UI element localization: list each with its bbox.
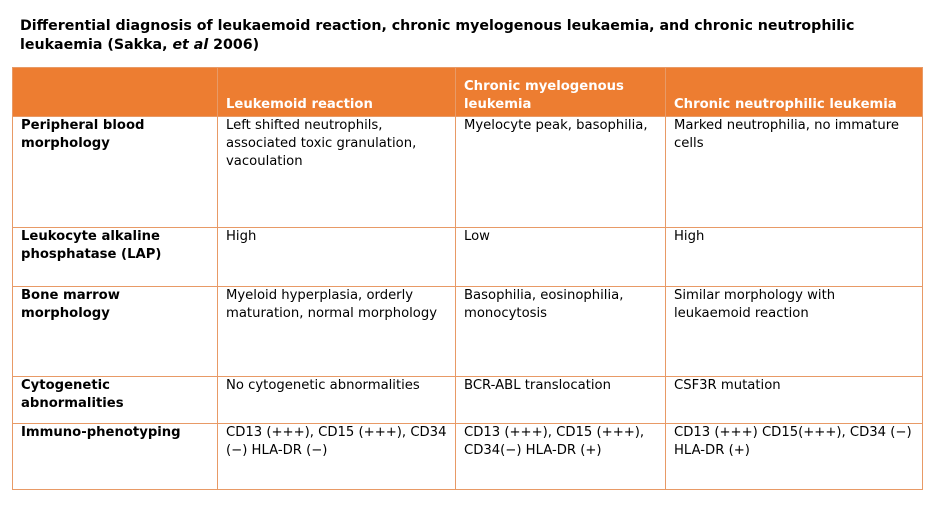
header-cell-leukemoid: Leukemoid reaction: [217, 67, 456, 117]
table-cell: Marked neutrophilia, no immature cells: [665, 116, 923, 228]
row-header: Immuno-phenotyping: [12, 423, 218, 490]
title-italic-text: et al: [172, 37, 209, 53]
title-text: Differential diagnosis of leukaemoid rea…: [20, 18, 855, 53]
table-cell: CD13 (+++), CD15 (+++), CD34(−) HLA-DR (…: [455, 423, 666, 490]
table-cell: Low: [455, 227, 666, 287]
row-header: Leukocyte alkaline phosphatase (LAP): [12, 227, 218, 287]
table-cell: Myelocyte peak, basophilia,: [455, 116, 666, 228]
table-cell: Basophilia, eosinophilia, monocytosis: [455, 286, 666, 377]
table-row: Cytogenetic abnormalities No cytogenetic…: [12, 376, 923, 424]
table-cell: No cytogenetic abnormalities: [217, 376, 456, 424]
row-header: Peripheral blood morphology: [12, 116, 218, 228]
table-cell: CD13 (+++) CD15(+++), CD34 (−) HLA-DR (+…: [665, 423, 923, 490]
table-cell: CD13 (+++), CD15 (+++), CD34 (−) HLA-DR …: [217, 423, 456, 490]
row-header: Bone marrow morphology: [12, 286, 218, 377]
table-cell: High: [217, 227, 456, 287]
header-cell-cnl: Chronic neutrophilic leukemia: [665, 67, 923, 117]
row-header: Cytogenetic abnormalities: [12, 376, 218, 424]
table-cell: CSF3R mutation: [665, 376, 923, 424]
table-cell: Similar morphology with leukaemoid react…: [665, 286, 923, 377]
table-cell: High: [665, 227, 923, 287]
table-header-row: Leukemoid reaction Chronic myelogenous l…: [12, 67, 923, 117]
diagnosis-table: Leukemoid reaction Chronic myelogenous l…: [12, 67, 923, 490]
table-row: Leukocyte alkaline phosphatase (LAP) Hig…: [12, 227, 923, 287]
table-row: Peripheral blood morphology Left shifted…: [12, 116, 923, 228]
table-cell: Left shifted neutrophils, associated tox…: [217, 116, 456, 228]
title-text-end: 2006): [208, 37, 260, 53]
table-row: Bone marrow morphology Myeloid hyperplas…: [12, 286, 923, 377]
header-cell-cml: Chronic myelogenous leukemia: [455, 67, 666, 117]
header-cell-empty: [12, 67, 218, 117]
table-row: Immuno-phenotyping CD13 (+++), CD15 (+++…: [12, 423, 923, 490]
table-cell: Myeloid hyperplasia, orderly maturation,…: [217, 286, 456, 377]
page-title: Differential diagnosis of leukaemoid rea…: [20, 17, 920, 55]
table-cell: BCR-ABL translocation: [455, 376, 666, 424]
